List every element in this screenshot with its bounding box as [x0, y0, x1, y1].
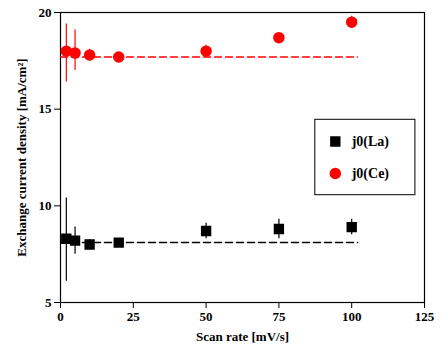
- svg-text:25: 25: [127, 309, 141, 324]
- svg-text:0: 0: [57, 309, 64, 324]
- svg-text:15: 15: [39, 101, 53, 116]
- svg-text:j0(La): j0(La): [351, 134, 390, 150]
- svg-text:Exchange current density [mA/c: Exchange current density [mA/cm²]: [14, 58, 29, 256]
- svg-text:10: 10: [39, 198, 52, 213]
- svg-text:20: 20: [39, 5, 52, 20]
- svg-text:125: 125: [415, 309, 435, 324]
- svg-text:50: 50: [200, 309, 213, 324]
- svg-text:5: 5: [45, 295, 52, 310]
- svg-text:Scan rate [mV/s]: Scan rate [mV/s]: [196, 329, 289, 344]
- svg-text:100: 100: [342, 309, 362, 324]
- svg-text:75: 75: [272, 309, 286, 324]
- svg-text:j0(Ce): j0(Ce): [351, 166, 390, 182]
